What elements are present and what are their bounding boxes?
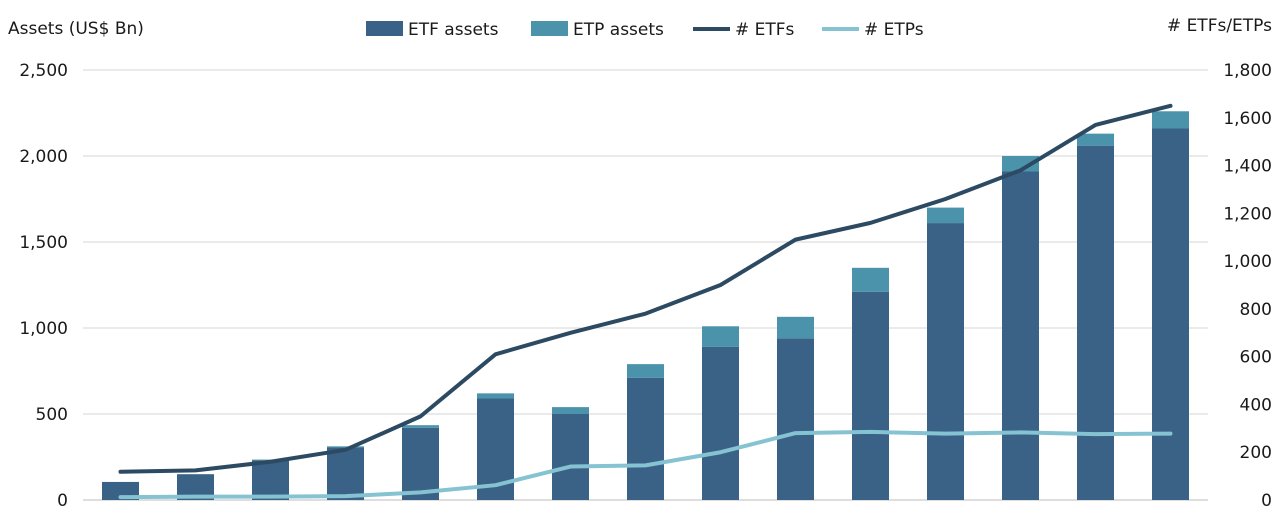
right-tick-label: 400 (1240, 395, 1272, 415)
etp-count-line (118, 429, 1173, 500)
right-tick-label: 0 (1261, 491, 1272, 511)
left-tick-label: 1,500 (19, 233, 68, 253)
legend-swatch-etf-assets (366, 21, 403, 36)
etp-assets-bar (477, 393, 514, 399)
left-axis-ticks: 0 500 1,000 1,500 2,000 2,500 (19, 61, 68, 511)
etp-assets-bar (852, 267, 889, 292)
etf-assets-bar (702, 346, 739, 500)
bars-group (102, 111, 1189, 501)
etf-assets-bar (252, 460, 289, 500)
legend-swatch-etp-assets (531, 21, 568, 36)
etf-assets-bar (627, 377, 664, 500)
right-tick-label: 200 (1240, 443, 1272, 463)
right-tick-label: 600 (1240, 348, 1272, 368)
right-axis-ticks: 0 200 400 600 800 1,000 1,200 1,400 1,600 1,800 (1223, 61, 1272, 511)
etp-assets-bar (777, 316, 814, 339)
left-tick-label: 2,000 (19, 147, 68, 167)
right-tick-label: 1,400 (1223, 157, 1272, 177)
right-axis-title: # ETFs/ETPs (1167, 16, 1272, 36)
etf-assets-bar (852, 291, 889, 500)
left-tick-label: 2,500 (19, 61, 68, 81)
etf-assets-bar (1152, 128, 1189, 501)
lines-group (118, 103, 1173, 500)
etp-assets-bar (1152, 111, 1189, 129)
right-tick-label: 1,200 (1223, 204, 1272, 224)
etp-assets-bar (1077, 133, 1114, 146)
etp-assets-bar (1002, 156, 1039, 172)
etp-assets-bar (327, 446, 364, 448)
etf-assets-bar (402, 427, 439, 500)
legend-label-etf-assets: ETF assets (408, 20, 499, 40)
etp-assets-bar (627, 364, 664, 378)
etf-assets-bar (927, 223, 964, 500)
right-tick-label: 800 (1240, 300, 1272, 320)
legend: ETF assets ETP assets # ETFs # ETPs (366, 20, 924, 40)
etf-assets-bar (327, 447, 364, 500)
left-tick-label: 1,000 (19, 319, 68, 339)
legend-label-etps: # ETPs (864, 20, 924, 40)
right-tick-label: 1,600 (1223, 109, 1272, 129)
right-tick-label: 1,000 (1223, 252, 1272, 272)
etf-assets-bar (552, 414, 589, 500)
right-tick-label: 1,800 (1223, 61, 1272, 81)
etp-assets-bar (552, 407, 589, 414)
etf-assets-bar (1077, 145, 1114, 500)
etp-assets-bar (702, 326, 739, 347)
left-axis-title: Assets (US$ Bn) (8, 19, 144, 39)
etp-assets-bar (402, 425, 439, 428)
etf-assets-bar (1002, 171, 1039, 501)
etf-count-line (118, 103, 1173, 474)
etp-assets-bar (927, 207, 964, 224)
left-tick-label: 500 (36, 405, 68, 425)
legend-label-etfs: # ETFs (735, 20, 795, 40)
left-tick-label: 0 (57, 491, 68, 511)
legend-label-etp-assets: ETP assets (573, 20, 664, 40)
etf-assets-bar (777, 338, 814, 500)
